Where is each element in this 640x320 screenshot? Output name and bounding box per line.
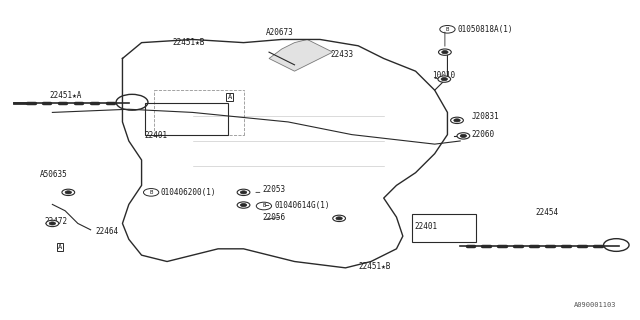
Text: 22451★B: 22451★B xyxy=(358,262,390,271)
Circle shape xyxy=(241,204,246,207)
Text: B: B xyxy=(446,27,449,32)
Text: 22053: 22053 xyxy=(262,185,286,194)
Text: A: A xyxy=(227,93,232,100)
Circle shape xyxy=(451,117,463,124)
Circle shape xyxy=(46,220,59,227)
Text: 22056: 22056 xyxy=(262,212,286,222)
Text: A: A xyxy=(58,244,62,250)
Circle shape xyxy=(237,202,250,208)
Text: B: B xyxy=(262,204,266,209)
Circle shape xyxy=(333,215,346,221)
Circle shape xyxy=(65,191,72,194)
Polygon shape xyxy=(269,39,333,71)
Text: 22451★A: 22451★A xyxy=(49,91,81,100)
Text: 22433: 22433 xyxy=(330,50,353,59)
Circle shape xyxy=(454,119,460,122)
Text: 01040614G(1): 01040614G(1) xyxy=(274,202,330,211)
Circle shape xyxy=(49,222,56,225)
Text: 22472: 22472 xyxy=(45,217,68,226)
Circle shape xyxy=(457,133,470,139)
Bar xyxy=(412,214,476,243)
Text: 22454: 22454 xyxy=(536,208,559,217)
Circle shape xyxy=(237,189,250,196)
Circle shape xyxy=(62,189,75,196)
Circle shape xyxy=(438,76,451,82)
Text: 22060: 22060 xyxy=(472,130,495,139)
Text: A090001103: A090001103 xyxy=(574,302,616,308)
Text: 22464: 22464 xyxy=(96,227,119,236)
Text: A20673: A20673 xyxy=(266,28,294,37)
Circle shape xyxy=(442,51,448,54)
Text: 22401: 22401 xyxy=(414,222,437,231)
Text: 01050818A(1): 01050818A(1) xyxy=(458,25,513,34)
Circle shape xyxy=(438,49,451,55)
Circle shape xyxy=(241,191,246,194)
Bar xyxy=(145,103,228,135)
Text: 22401: 22401 xyxy=(145,132,168,140)
Text: 10010: 10010 xyxy=(432,71,455,80)
Text: 22451★B: 22451★B xyxy=(172,38,205,47)
Text: 010406200(1): 010406200(1) xyxy=(161,188,216,197)
Circle shape xyxy=(336,217,342,220)
Circle shape xyxy=(441,77,447,81)
Text: B: B xyxy=(150,190,153,195)
Text: J20831: J20831 xyxy=(472,112,499,121)
Circle shape xyxy=(460,134,467,138)
Text: A50635: A50635 xyxy=(40,171,67,180)
